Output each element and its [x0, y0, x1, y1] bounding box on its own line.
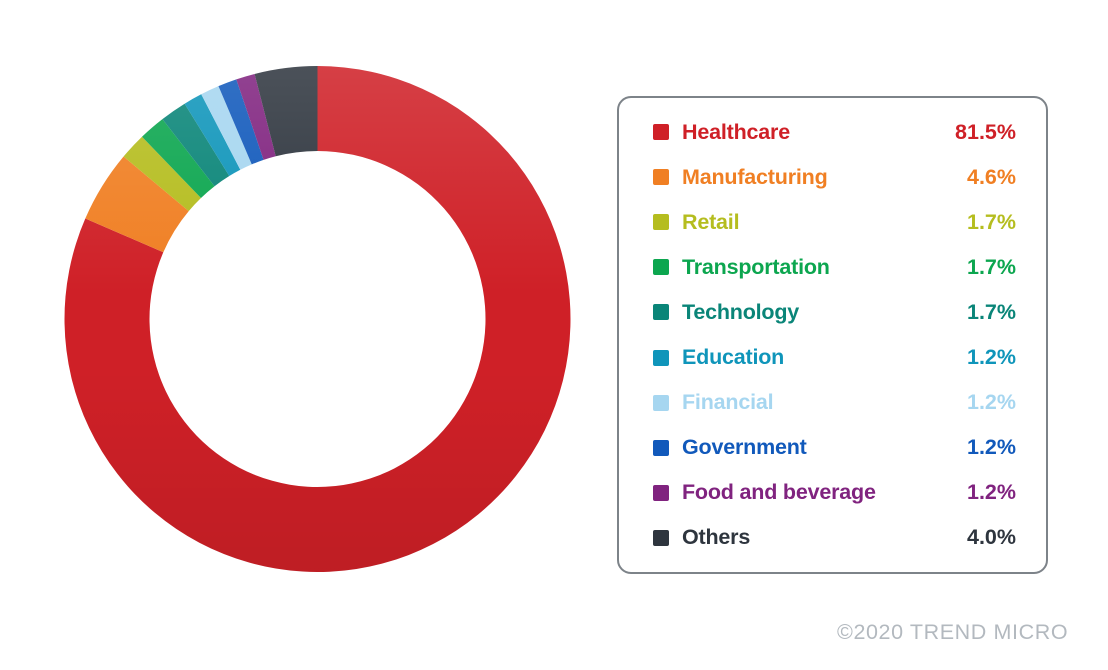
legend-label: Technology — [682, 299, 800, 324]
legend-label: Food and beverage — [682, 480, 876, 505]
legend-value: 4.0% — [966, 525, 1016, 550]
legend-label: Healthcare — [682, 119, 790, 144]
legend-row-manufacturing: Manufacturing 4.6% — [653, 165, 1016, 189]
legend-row-retail: Retail 1.7% — [653, 210, 1016, 234]
legend-swatch-manufacturing — [653, 169, 669, 186]
legend-value: 1.2% — [966, 435, 1016, 460]
legend-value: 1.2% — [966, 345, 1016, 370]
legend-swatch-food-and-beverage — [653, 484, 669, 501]
legend-swatch-financial — [653, 394, 669, 411]
legend-swatch-transportation — [653, 259, 669, 276]
legend-label: Education — [682, 345, 785, 370]
legend-swatch-government — [653, 439, 669, 456]
legend-label: Government — [682, 435, 807, 460]
legend-row-healthcare: Healthcare 81.5% — [653, 120, 1016, 144]
legend-label: Transportation — [682, 254, 830, 279]
legend-row-food-and-beverage: Food and beverage 1.2% — [653, 480, 1016, 505]
legend-label: Others — [682, 525, 751, 550]
legend-box: Healthcare 81.5% Manufacturing 4.6% Reta… — [617, 96, 1048, 574]
donut-gloss-overlay — [64, 66, 571, 572]
legend-row-financial: Financial 1.2% — [653, 390, 1016, 415]
legend-row-government: Government 1.2% — [653, 435, 1016, 460]
legend-row-technology: Technology 1.7% — [653, 300, 1016, 324]
legend-row-transportation: Transportation 1.7% — [653, 255, 1016, 279]
legend-label: Financial — [682, 390, 774, 415]
legend-swatch-technology — [653, 304, 669, 321]
legend-swatch-healthcare — [653, 124, 669, 140]
legend-value: 81.5% — [955, 119, 1016, 144]
legend-swatch-retail — [653, 214, 669, 231]
legend-label: Retail — [682, 209, 740, 234]
legend-value: 1.7% — [966, 209, 1016, 234]
legend-value: 1.7% — [966, 299, 1016, 324]
legend-swatch-education — [653, 349, 669, 366]
legend-value: 1.2% — [966, 390, 1016, 415]
legend-value: 4.6% — [966, 164, 1016, 189]
legend-row-education: Education 1.2% — [653, 345, 1016, 370]
legend-label: Manufacturing — [682, 164, 828, 189]
legend-swatch-others — [653, 529, 669, 546]
copyright-text: ©2020 TREND MICRO — [837, 620, 1069, 644]
legend-value: 1.2% — [966, 480, 1016, 505]
legend-row-others: Others 4.0% — [653, 525, 1016, 550]
legend-value: 1.7% — [966, 254, 1016, 279]
